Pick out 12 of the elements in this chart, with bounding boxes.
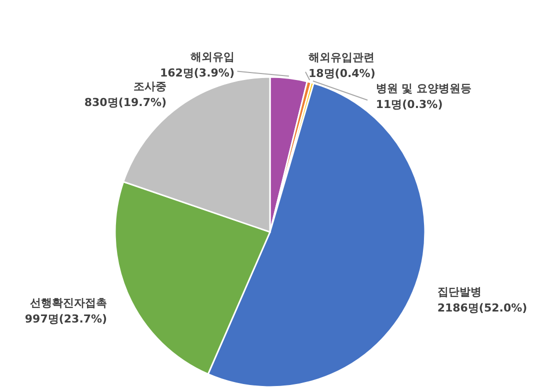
slice-label: 집단발병 xyxy=(437,286,482,299)
data-label: 2186명(52.0%) xyxy=(437,302,528,315)
slice-label: 해외유입 xyxy=(190,50,234,64)
data-label: 18명(0.4%) xyxy=(308,67,376,80)
slice-label: 해외유입관련 xyxy=(308,51,374,64)
slice-label: 병원 및 요양병원등 xyxy=(376,82,472,95)
data-label: 162명(3.9%) xyxy=(160,66,234,80)
data-label: 11명(0.3%) xyxy=(376,98,443,111)
slice-label: 선행확진자접촉 xyxy=(30,296,108,310)
data-label: 830명(19.7%) xyxy=(84,96,167,110)
data-label: 997명(23.7%) xyxy=(24,312,108,326)
slice-label: 조사중 xyxy=(134,80,167,94)
